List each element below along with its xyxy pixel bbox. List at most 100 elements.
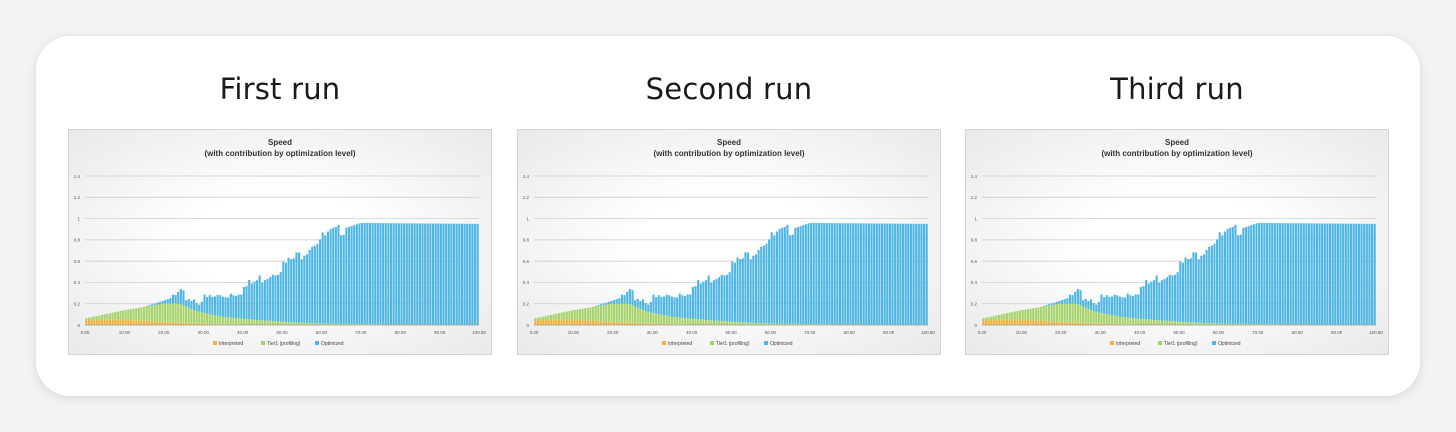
bar-segment-optimized [1050,303,1053,306]
bar-segment-optimized [1315,223,1318,325]
bar-segment-tier1 [277,321,280,325]
bar-segment-interpreted [124,319,127,325]
bar-segment-tier1 [245,318,248,325]
legend-swatch [1158,341,1162,345]
bar-segment-optimized [901,223,905,325]
bar-segment-optimized [1360,223,1363,325]
x-tick-label: 10.00 [568,330,580,335]
bar-segment-optimized [208,295,211,315]
bar-segment-optimized [634,300,637,307]
bar-segment-optimized [171,294,175,304]
run-first: First run Speed (with contribution by opt… [68,36,492,396]
bar-segment-interpreted [668,324,671,325]
bar-segment-tier1 [1089,310,1093,324]
bar-segment-optimized [1131,295,1135,318]
bar-segment-tier1 [747,322,750,325]
x-tick-label: 20.00 [607,330,619,335]
bar-segment-tier1 [103,314,106,320]
bar-segment-tier1 [657,314,660,325]
bar-segment-tier1 [804,324,807,325]
bar-segment-optimized [1079,290,1082,306]
bar-segment-optimized [1108,296,1111,315]
bar-segment-tier1 [271,320,274,325]
run-title: First run [219,72,341,106]
bar-segment-optimized [290,259,293,323]
x-tick-label: 10.00 [119,330,131,335]
bar-segment-tier1 [1016,310,1019,320]
bar-segment-interpreted [565,319,568,325]
bar-segment-optimized [747,252,750,323]
bar-segment-tier1 [710,320,713,325]
bar-segment-optimized [416,223,419,325]
bar-segment-tier1 [93,316,96,321]
bar-segment-tier1 [156,304,159,322]
bar-segment-interpreted [127,319,130,325]
bar-segment-tier1 [366,324,369,325]
bar-segment-tier1 [992,316,995,321]
x-tick-label: 0.00 [81,330,90,335]
legend-swatch [1110,341,1114,345]
speed-chart-first: Speed (with contribution by optimization … [68,129,492,355]
bar-segment-optimized [405,223,408,325]
bar-segment-interpreted [1121,324,1124,325]
bar-segment-tier1 [337,323,340,325]
bar-segment-interpreted [1113,324,1116,325]
bar-segment-optimized [841,223,844,325]
bar-segment-tier1 [374,324,377,325]
bar-segment-tier1 [1250,324,1253,325]
bar-segment-tier1 [148,306,151,322]
bar-segment-tier1 [594,306,597,321]
bar-segment-optimized [739,259,742,323]
chart-title: Speed [268,138,292,147]
bar-segment-optimized [1226,229,1229,324]
bar-segment-optimized [896,223,899,325]
bar-segment-tier1 [586,307,589,321]
bar-segment-interpreted [605,321,608,325]
bar-segment-optimized [757,250,760,324]
bar-segment-interpreted [634,323,637,325]
bar-segment-optimized [605,302,608,305]
bar-segment-optimized [1355,223,1358,325]
bar-segment-optimized [255,280,259,320]
bar-segment-optimized [353,225,356,325]
bar-segment-tier1 [1097,312,1100,324]
bar-segment-optimized [1371,223,1374,325]
bar-segment-tier1 [101,314,104,320]
legend-label: Interpreted [668,341,692,347]
bar-segment-tier1 [552,314,555,320]
bar-segment-optimized [852,223,855,325]
bar-segment-optimized [1184,257,1187,322]
bar-segment-tier1 [355,324,358,325]
bar-segment-optimized [424,223,427,325]
bar-segment-interpreted [1021,319,1024,325]
bar-segment-optimized [720,274,723,321]
bar-segment-interpreted [576,319,579,325]
bar-segment-optimized [1247,226,1250,325]
bar-segment-tier1 [655,313,658,324]
bar-segment-interpreted [140,320,143,325]
bar-segment-optimized [599,304,603,306]
bar-segment-interpreted [557,319,561,325]
bar-segment-interpreted [227,324,230,325]
bar-segment-optimized [198,304,201,312]
bar-segment-optimized [1092,302,1095,312]
bar-segment-interpreted [101,319,104,325]
bar-segment-tier1 [300,322,303,325]
bar-segment-optimized [1349,223,1353,325]
bar-segment-optimized [723,275,726,322]
y-tick-label: 1.4 [523,174,530,179]
bar-segment-tier1 [799,324,802,325]
bar-segment-tier1 [1053,304,1056,322]
bar-segment-optimized [810,222,813,325]
bar-segment-tier1 [1210,323,1213,325]
bar-segment-optimized [1100,294,1103,313]
slide-card: First run Speed (with contribution by opt… [36,36,1420,396]
bar-segment-optimized [846,223,849,325]
y-tick-label: 1.4 [74,174,81,179]
bar-segment-tier1 [185,306,188,324]
bar-segment-tier1 [602,305,605,322]
bar-segment-interpreted [984,320,987,325]
x-tick-label: 40.00 [1134,330,1146,335]
x-tick-label: 60.00 [765,330,777,335]
bar-segment-optimized [770,232,773,324]
